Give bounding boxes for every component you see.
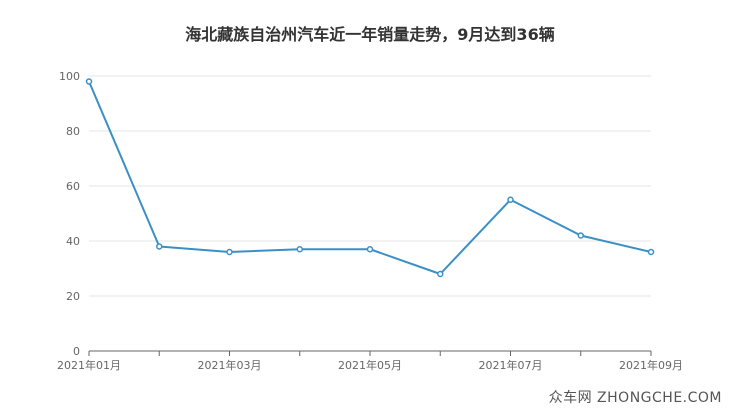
- y-tick-label: 0: [73, 345, 80, 358]
- data-point: [577, 232, 584, 239]
- data-point: [647, 248, 655, 256]
- data-point: [226, 248, 233, 256]
- data-point: [296, 246, 303, 253]
- chart-title: 海北藏族自治州汽车近一年销量走势，9月达到36辆: [185, 25, 555, 44]
- data-point: [366, 246, 374, 253]
- data-point: [507, 196, 514, 203]
- y-tick-label: 40: [66, 235, 80, 248]
- series-line: [88, 81, 652, 275]
- x-tick-label: 2021年05月: [338, 358, 402, 372]
- y-tick-label: 80: [66, 125, 80, 138]
- x-tick-label: 2021年09月: [619, 358, 683, 372]
- data-point: [437, 270, 444, 278]
- y-tick-label: 20: [66, 290, 80, 303]
- data-point: [85, 78, 93, 85]
- x-tick-label: 2021年03月: [198, 358, 262, 372]
- x-tick-label: 2021年07月: [479, 358, 543, 372]
- y-tick-label: 100: [59, 70, 80, 83]
- y-tick-label: 60: [66, 180, 80, 193]
- watermark: 众车网 ZHONGCHE.COM: [548, 390, 722, 406]
- x-tick-label: 2021年01月: [57, 358, 121, 372]
- data-point: [156, 243, 163, 250]
